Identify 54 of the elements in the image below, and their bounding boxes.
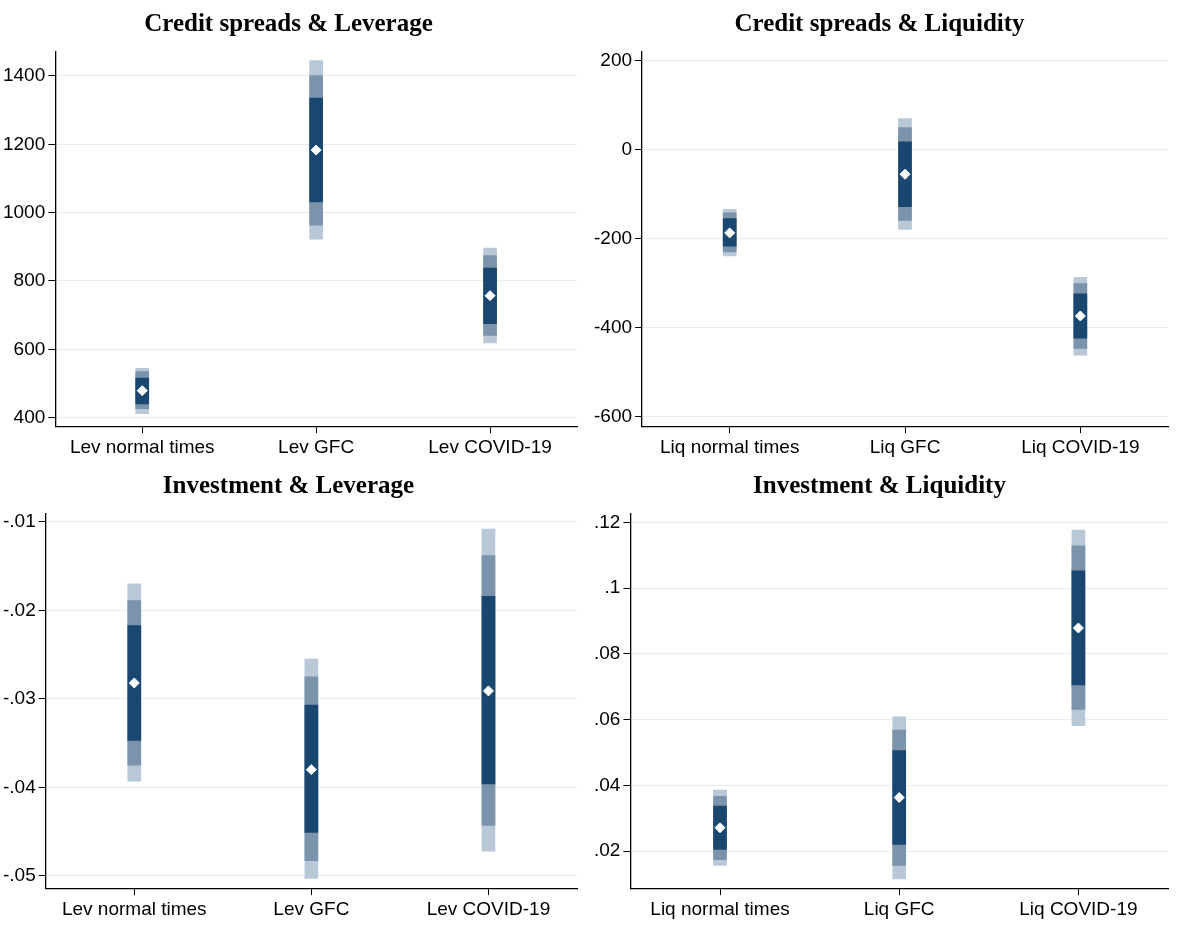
bar [892, 750, 907, 845]
bar [481, 595, 496, 785]
bar [127, 625, 142, 741]
point [305, 764, 317, 776]
y-tick-label: -.04 [2, 775, 37, 797]
y-tick-label: -400 [594, 315, 633, 337]
chart-title: Credit spreads & Leverage [144, 9, 433, 37]
bar [304, 704, 319, 833]
y-tick-label: 400 [13, 405, 46, 427]
bar [309, 97, 323, 203]
x-tick-label: Liq GFC [863, 897, 935, 919]
point [1072, 622, 1084, 634]
bar [483, 267, 497, 325]
x-tick-label: Lev COVID-19 [428, 435, 552, 457]
x-tick-label: Lev GFC [278, 435, 355, 457]
x-tick-label: Lev normal times [69, 435, 215, 457]
y-tick-label: -600 [594, 404, 633, 426]
y-tick-label: -.02 [2, 598, 36, 620]
x-tick-label: Lev GFC [273, 897, 350, 919]
y-tick-label: -.05 [2, 864, 36, 886]
x-tick-label: Liq COVID-19 [1021, 435, 1140, 457]
x-tick-label: Liq COVID-19 [1019, 897, 1138, 919]
point [484, 290, 496, 302]
y-tick-label: 0 [621, 138, 633, 160]
point [899, 168, 911, 180]
y-tick-label: .08 [593, 642, 621, 664]
x-tick-label: Lev normal times [61, 897, 207, 919]
y-tick-label: 1400 [2, 64, 46, 86]
chart-title: Credit spreads & Liquidity [734, 9, 1026, 37]
y-tick-label: -.03 [2, 687, 36, 709]
y-tick-label: 800 [13, 269, 46, 291]
x-tick-label: Liq normal times [650, 897, 790, 919]
chart-title: Investment & Leverage [162, 471, 415, 499]
bar [1071, 570, 1086, 686]
point [310, 144, 322, 156]
x-tick-label: Lev COVID-19 [426, 897, 551, 919]
y-tick-label: .12 [593, 510, 621, 532]
bar [898, 141, 912, 207]
x-tick-label: Liq normal times [659, 435, 800, 457]
y-tick-label: -.01 [2, 510, 36, 532]
y-tick-label: .04 [593, 773, 621, 795]
point [128, 677, 140, 689]
y-tick-label: .1 [604, 576, 621, 598]
point [482, 685, 494, 697]
x-tick-label: Liq GFC [869, 435, 941, 457]
y-tick-label: .06 [593, 707, 621, 729]
y-tick-label: 1000 [2, 200, 46, 222]
y-tick-label: .02 [593, 839, 621, 861]
chart-title: Investment & Liquidity [753, 471, 1007, 499]
y-tick-label: 200 [600, 49, 633, 71]
point [893, 792, 905, 804]
y-tick-label: 600 [13, 337, 46, 359]
y-tick-label: -200 [594, 226, 633, 248]
y-tick-label: 1200 [2, 132, 46, 154]
